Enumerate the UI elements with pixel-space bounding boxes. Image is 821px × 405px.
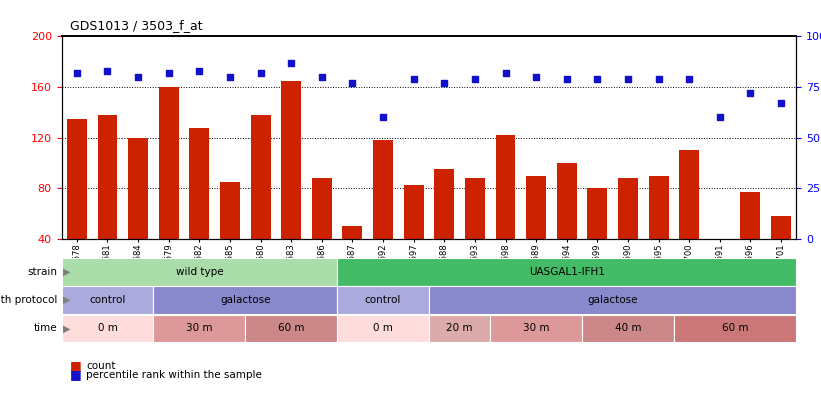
Bar	[404, 185, 424, 239]
Text: ■: ■	[70, 359, 81, 372]
Point	[315, 74, 328, 80]
Text: control: control	[365, 295, 401, 305]
Point	[652, 76, 665, 82]
Point	[131, 74, 144, 80]
Point	[254, 70, 267, 76]
Bar	[674, 315, 796, 342]
Bar	[312, 178, 332, 239]
Bar	[771, 216, 791, 239]
Point	[346, 80, 359, 86]
Point	[560, 76, 573, 82]
Bar	[429, 286, 796, 314]
Text: 30 m: 30 m	[186, 324, 213, 333]
Point	[774, 100, 787, 107]
Text: control: control	[89, 295, 126, 305]
Text: 20 m: 20 m	[447, 324, 473, 333]
Text: ▶: ▶	[63, 295, 71, 305]
Point	[407, 76, 420, 82]
Bar	[557, 163, 576, 239]
Bar	[245, 315, 337, 342]
Text: ■: ■	[70, 368, 81, 381]
Point	[101, 68, 114, 74]
Text: strain: strain	[27, 267, 57, 277]
Bar	[337, 286, 429, 314]
Bar	[618, 178, 638, 239]
Bar	[154, 286, 337, 314]
Bar	[373, 140, 393, 239]
Bar	[337, 315, 429, 342]
Bar	[250, 115, 271, 239]
Bar	[434, 169, 454, 239]
Bar	[128, 138, 148, 239]
Bar	[62, 258, 337, 286]
Text: count: count	[86, 361, 116, 371]
Point	[223, 74, 236, 80]
Text: 60 m: 60 m	[278, 324, 305, 333]
Bar	[62, 315, 154, 342]
Text: 0 m: 0 m	[98, 324, 117, 333]
Text: ▶: ▶	[63, 324, 71, 333]
Bar	[741, 192, 760, 239]
Point	[163, 70, 176, 76]
Text: percentile rank within the sample: percentile rank within the sample	[86, 370, 262, 379]
Text: 30 m: 30 m	[523, 324, 549, 333]
Text: growth protocol: growth protocol	[0, 295, 57, 305]
Bar	[649, 176, 668, 239]
Bar	[190, 128, 209, 239]
Bar	[67, 119, 87, 239]
Bar	[429, 315, 490, 342]
Bar	[490, 315, 582, 342]
Bar	[220, 182, 240, 239]
Point	[591, 76, 604, 82]
Text: 0 m: 0 m	[373, 324, 393, 333]
Text: GDS1013 / 3503_f_at: GDS1013 / 3503_f_at	[70, 19, 203, 32]
Bar	[526, 176, 546, 239]
Point	[377, 114, 390, 121]
Point	[713, 114, 727, 121]
Text: ▶: ▶	[63, 267, 71, 277]
Bar	[337, 258, 796, 286]
Text: wild type: wild type	[176, 267, 223, 277]
Bar	[582, 315, 674, 342]
Text: UASGAL1-IFH1: UASGAL1-IFH1	[529, 267, 605, 277]
Point	[285, 60, 298, 66]
Bar	[679, 150, 699, 239]
Bar	[587, 188, 608, 239]
Point	[744, 90, 757, 96]
Point	[193, 68, 206, 74]
Point	[530, 74, 543, 80]
Bar	[62, 286, 154, 314]
Point	[682, 76, 695, 82]
Bar	[496, 135, 516, 239]
Bar	[154, 315, 245, 342]
Text: galactose: galactose	[587, 295, 638, 305]
Bar	[465, 178, 485, 239]
Point	[438, 80, 451, 86]
Bar	[98, 115, 117, 239]
Point	[499, 70, 512, 76]
Text: 60 m: 60 m	[722, 324, 749, 333]
Text: time: time	[34, 324, 57, 333]
Point	[71, 70, 84, 76]
Bar	[342, 226, 362, 239]
Bar	[158, 87, 179, 239]
Text: galactose: galactose	[220, 295, 271, 305]
Text: 40 m: 40 m	[615, 324, 641, 333]
Bar	[282, 81, 301, 239]
Point	[468, 76, 481, 82]
Point	[621, 76, 635, 82]
